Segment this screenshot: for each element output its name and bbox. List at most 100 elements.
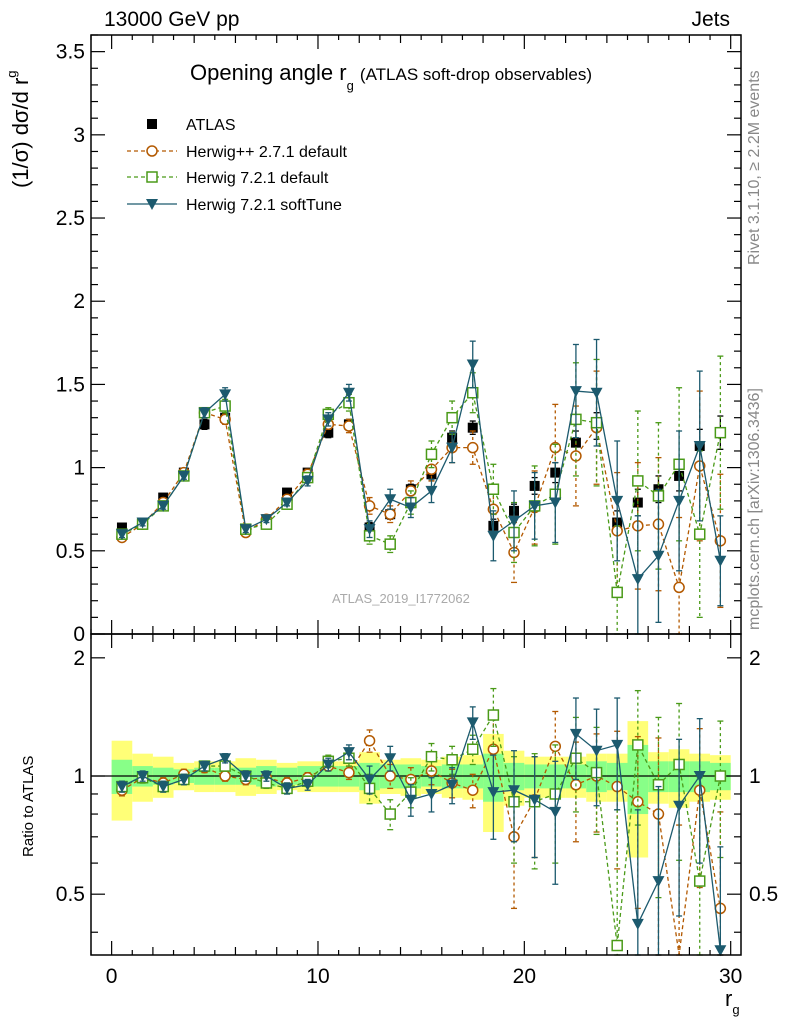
main-herwig-7-2-1-softtune-point (363, 524, 376, 536)
main-herwig-7-2-1-softtune-point (508, 515, 521, 527)
ratio-herwig-7-2-1-softtune-point (528, 794, 541, 806)
legend-herwig-7-2-1-softtune-label: Herwig 7.2.1 softTune (186, 197, 342, 214)
y-axis-label-main-text: (1/σ) dσ/d r (8, 77, 33, 188)
main-herwig-7-2-1-softtune-point (693, 440, 706, 452)
main-herwig-7-2-1-softtune-point (342, 387, 355, 399)
ratio-herwig-7-2-1-default-point (487, 709, 500, 721)
ratio-herwig-7-2-1-softtune-point (673, 800, 686, 812)
x-tick-label: 10 (306, 965, 329, 988)
main-herwig-7-2-1-softtune-point (157, 500, 170, 512)
ratio-herwig-7-2-1-default-point (611, 939, 623, 952)
legend-herwig-2-7-1-default-marker (146, 145, 158, 157)
ratio-herwig-7-2-1-default-point (384, 808, 396, 820)
y-tick-label: 2.5 (56, 207, 85, 230)
main-herwig-7-2-1-softtune-point (260, 514, 273, 526)
ratio-herwig-7-2-1-default-point (714, 770, 727, 782)
ratio-herwig-7-2-1-softtune-point (239, 771, 252, 783)
main-herwig-7-2-1-default-point (487, 483, 500, 495)
x-tick-label: 0 (106, 965, 118, 988)
main-herwig-7-2-1-softtune-point (322, 414, 335, 426)
ratio-herwig-7-2-1-softtune-line (121, 720, 722, 951)
main-herwig-7-2-1-softtune-point (301, 475, 314, 487)
plot-title-sub: g (346, 78, 354, 93)
ratio-y-tick-label-right: 0.5 (749, 883, 778, 906)
ratio-herwig-7-2-1-softtune-point (446, 779, 459, 791)
ratio-herwig-7-2-1-softtune-point (652, 876, 665, 888)
main-herwig-7-2-1-softtune-line (121, 364, 722, 581)
y-tick-label: 0 (73, 623, 85, 646)
ratio-herwig-7-2-1-softtune-point (611, 739, 624, 751)
main-atlas-point (467, 422, 478, 433)
plot-title: Opening angle rg (ATLAS soft-drop observ… (190, 60, 592, 93)
ratio-herwig-7-2-1-softtune-point (404, 794, 417, 806)
ratio-herwig-7-2-1-softtune-point (301, 779, 314, 791)
ratio-herwig-7-2-1-softtune-point (157, 781, 170, 793)
main-atlas-point (116, 522, 127, 533)
main-herwig-7-2-1-default-point (714, 426, 727, 439)
main-herwig-2-7-1-default-point (425, 463, 438, 476)
main-herwig-2-7-1-default-point (384, 508, 396, 520)
ratio-y-tick-label-left: 2 (73, 647, 85, 670)
ratio-herwig-7-2-1-softtune-point (508, 785, 521, 797)
main-herwig-7-2-1-softtune-point (466, 359, 479, 371)
main-herwig-7-2-1-softtune-point (714, 555, 727, 567)
ratio-herwig-7-2-1-softtune-point (569, 728, 582, 740)
ratio-herwig-2-7-1-default-point (343, 766, 355, 779)
legend-atlas-marker (147, 119, 157, 129)
ratio-herwig-7-2-1-default-point (425, 750, 438, 763)
y-tick-label: 3 (73, 124, 85, 147)
main-herwig-7-2-1-softtune-point (569, 386, 582, 398)
main-herwig-7-2-1-softtune-point (239, 524, 252, 536)
main-herwig-2-7-1-default-point (673, 581, 685, 594)
main-herwig-7-2-1-default-line (121, 391, 722, 593)
ratio-herwig-7-2-1-default-point (466, 743, 479, 755)
ratio-herwig-7-2-1-softtune-point (322, 759, 335, 771)
ratio-herwig-2-7-1-default-point (219, 770, 231, 782)
ratio-herwig-7-2-1-softtune-point (115, 781, 128, 793)
y-axis-label-main-sub: g (4, 70, 19, 78)
main-herwig-7-2-1-default-point (632, 475, 644, 487)
main-herwig-7-2-1-softtune-point (611, 495, 624, 507)
main-herwig-7-2-1-default-point (693, 528, 706, 540)
mcplots-credit-label: mcplots.cern.ch [arXiv:1306.3436] (746, 388, 763, 630)
ratio-herwig-7-2-1-softtune-point (384, 753, 397, 765)
x-tick-label: 20 (513, 965, 536, 988)
main-herwig-7-2-1-softtune-point (528, 500, 541, 512)
legend-herwig-7-2-1-softtune-marker (146, 199, 158, 210)
main-atlas-point (323, 427, 334, 438)
ratio-herwig-7-2-1-default-point (632, 739, 644, 751)
y-tick-label: 2 (73, 290, 85, 313)
main-herwig-2-7-1-default-point (466, 441, 479, 454)
main-herwig-7-2-1-softtune-point (631, 574, 644, 586)
main-herwig-7-2-1-softtune-point (487, 530, 500, 542)
ratio-herwig-7-2-1-softtune-point (342, 747, 355, 759)
main-herwig-7-2-1-softtune-point (136, 517, 149, 529)
main-atlas-point (199, 419, 210, 430)
beam-label: 13000 GeV pp (104, 8, 240, 31)
analysis-id-watermark: ATLAS_2019_I1772062 (332, 591, 470, 606)
y-tick-label: 3.5 (56, 41, 85, 64)
y-axis-label-main: (1/σ) dσ/d rg (4, 70, 34, 188)
main-atlas-point (282, 487, 293, 498)
main-herwig-7-2-1-softtune-point (652, 550, 665, 562)
main-herwig-7-2-1-softtune-point (446, 442, 459, 454)
main-herwig-7-2-1-softtune-point (384, 494, 397, 506)
ratio-herwig-7-2-1-softtune-point (714, 945, 727, 957)
ratio-herwig-7-2-1-softtune-point (693, 771, 706, 783)
rivet-version-label: Rivet 3.1.10, ≥ 2.2M events (746, 70, 763, 265)
ratio-y-tick-label-right: 2 (749, 647, 761, 670)
ratio-herwig-7-2-1-softtune-point (425, 788, 438, 800)
ratio-herwig-2-7-1-default-point (466, 784, 479, 796)
ratio-herwig-7-2-1-softtune-point (590, 745, 603, 757)
ratio-herwig-2-7-1-default-point (384, 770, 396, 782)
main-herwig-7-2-1-softtune-point (219, 389, 232, 401)
y-tick-label: 1.5 (56, 373, 85, 396)
y-tick-label: 0.5 (56, 540, 85, 563)
ratio-herwig-7-2-1-softtune-point (631, 918, 644, 930)
legend-herwig-7-2-1-default-label: Herwig 7.2.1 default (186, 170, 329, 187)
x-axis-label: rg (725, 986, 740, 1017)
legend-atlas-label: ATLAS (186, 117, 236, 134)
x-axis-label-text: r (725, 986, 733, 1011)
main-herwig-7-2-1-softtune-point (425, 485, 438, 497)
